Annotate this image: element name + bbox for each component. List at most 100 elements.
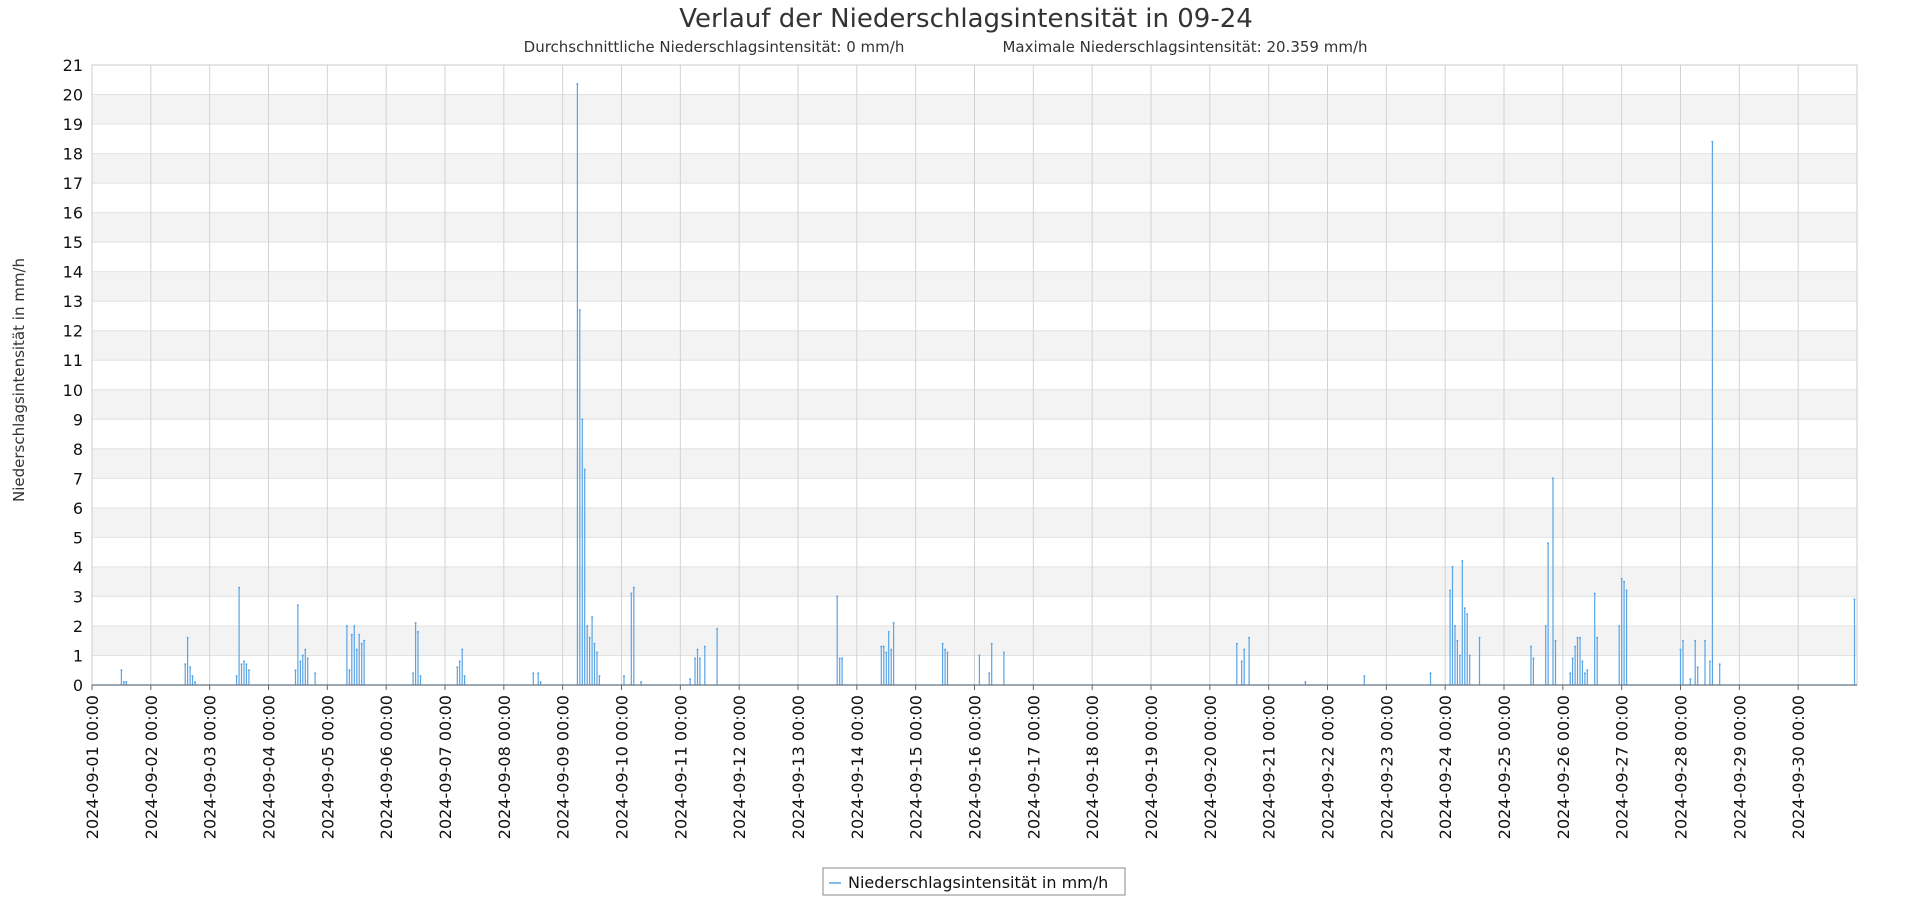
data-point <box>1544 625 1547 627</box>
y-tick-label: 13 <box>63 292 83 311</box>
x-tick-label: 2024-09-20 00:00 <box>1201 695 1220 839</box>
chart-subtitle-maximum: Maximale Niederschlagsintensität: 20.359… <box>1002 38 1367 56</box>
data-point <box>703 645 706 648</box>
x-tick-label: 2024-09-09 00:00 <box>554 695 573 839</box>
data-point <box>640 681 643 683</box>
data-point <box>1593 592 1596 595</box>
data-point <box>537 672 540 675</box>
data-point <box>838 657 841 660</box>
legend-series-label: Niederschlagsintensität in mm/h <box>848 873 1108 892</box>
y-tick-label: 14 <box>63 263 83 282</box>
data-point <box>243 660 245 663</box>
data-point <box>532 672 535 675</box>
legend[interactable]: Niederschlagsintensität in mm/h <box>822 867 1126 896</box>
data-point <box>417 630 419 633</box>
data-point <box>194 681 196 683</box>
data-point <box>1547 542 1550 545</box>
x-tick-label: 2024-09-27 00:00 <box>1613 695 1632 839</box>
vertical-gridlines <box>91 65 1799 685</box>
data-point <box>1463 607 1466 610</box>
y-tick-label: 20 <box>63 86 83 105</box>
x-tick-label: 2024-09-26 00:00 <box>1554 695 1573 839</box>
x-tick-label: 2024-09-14 00:00 <box>848 695 867 839</box>
x-tick-label: 2024-09-18 00:00 <box>1083 695 1102 839</box>
data-point <box>988 672 991 675</box>
data-point <box>593 642 596 645</box>
data-point <box>1235 642 1238 645</box>
data-point <box>1554 639 1557 642</box>
data-point <box>360 642 363 645</box>
y-tick-label: 6 <box>73 499 83 518</box>
chart-title: Verlauf der Niederschlagsintensität in 0… <box>679 4 1253 34</box>
data-point <box>1596 636 1599 639</box>
data-point <box>890 648 893 651</box>
data-point <box>1468 654 1471 657</box>
data-point <box>235 675 238 678</box>
data-point <box>345 625 348 627</box>
data-point <box>1456 639 1459 642</box>
y-tick-label: 0 <box>73 676 83 695</box>
data-point <box>1243 648 1246 651</box>
data-point <box>186 636 189 639</box>
x-tick-label: 2024-09-07 00:00 <box>436 695 455 839</box>
y-tick-label: 4 <box>73 558 83 577</box>
data-point <box>1569 672 1572 675</box>
data-point <box>1454 625 1456 627</box>
y-tick-label: 11 <box>63 351 83 370</box>
data-point <box>458 660 461 663</box>
data-point <box>841 657 844 660</box>
x-tick-label: 2024-09-19 00:00 <box>1142 695 1161 839</box>
x-tick-label: 2024-09-29 00:00 <box>1730 695 1749 839</box>
data-point <box>1708 660 1711 663</box>
data-point <box>355 648 358 651</box>
data-point <box>539 681 542 683</box>
data-point <box>247 669 250 672</box>
x-tick-label: 2024-09-23 00:00 <box>1377 695 1396 839</box>
data-point <box>1618 625 1621 627</box>
data-point <box>591 616 594 619</box>
data-point <box>314 672 317 675</box>
data-point <box>306 657 309 660</box>
data-point <box>296 604 299 607</box>
x-tick-label: 2024-09-13 00:00 <box>789 695 808 839</box>
data-point <box>596 651 598 654</box>
data-point <box>1363 675 1366 678</box>
data-point <box>1552 477 1554 480</box>
data-point <box>1718 663 1721 666</box>
y-tick-label: 17 <box>63 174 83 193</box>
data-point <box>350 633 353 636</box>
data-point <box>463 675 466 678</box>
data-point <box>1679 648 1682 651</box>
x-tick-label: 2024-09-05 00:00 <box>318 695 337 839</box>
x-tick-label: 2024-09-22 00:00 <box>1319 695 1338 839</box>
x-tick-label: 2024-09-04 00:00 <box>260 695 279 839</box>
data-point <box>696 648 699 651</box>
data-point <box>1451 565 1454 568</box>
data-point <box>1581 660 1584 663</box>
x-tick-label: 2024-09-25 00:00 <box>1495 695 1514 839</box>
data-point <box>419 675 422 678</box>
data-point <box>1689 678 1692 681</box>
data-point <box>122 681 125 683</box>
data-point <box>698 657 701 660</box>
data-point <box>880 645 883 648</box>
chart-subtitle-average: Durchschnittliche Niederschlagsintensitä… <box>524 38 905 56</box>
x-tick-label: 2024-09-21 00:00 <box>1260 695 1279 839</box>
data-point <box>191 675 194 678</box>
y-tick-label: 1 <box>73 646 83 665</box>
data-point <box>1694 639 1697 642</box>
y-tick-label: 2 <box>73 617 83 636</box>
y-tick-label: 7 <box>73 469 83 488</box>
y-tick-label: 5 <box>73 528 83 547</box>
y-tick-label: 8 <box>73 440 83 459</box>
x-tick-label: 2024-09-11 00:00 <box>671 695 690 839</box>
data-point <box>125 681 128 683</box>
data-point <box>304 648 307 651</box>
data-point <box>1696 666 1699 669</box>
x-tick-label: 2024-09-10 00:00 <box>613 695 632 839</box>
data-point <box>716 627 719 630</box>
data-point <box>586 625 589 627</box>
x-tick-label: 2024-09-24 00:00 <box>1436 695 1455 839</box>
data-point <box>412 672 415 675</box>
data-point <box>120 669 123 672</box>
